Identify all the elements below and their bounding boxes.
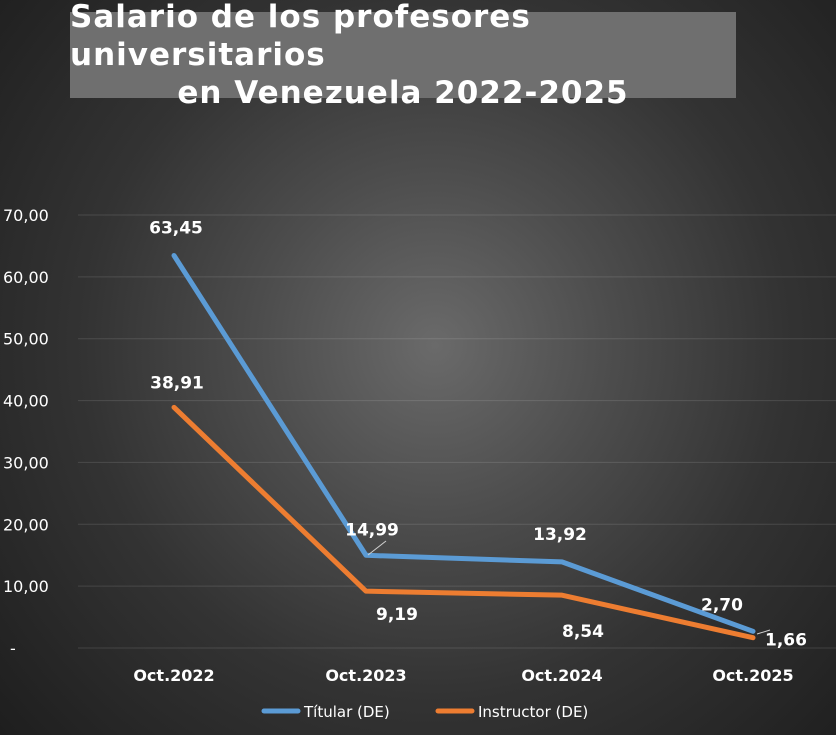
data-label: 8,54 bbox=[562, 622, 604, 642]
data-label: 9,19 bbox=[376, 605, 418, 625]
y-tick-label: - bbox=[10, 639, 16, 658]
chart-title: Salario de los profesores universitarios… bbox=[70, 0, 736, 111]
x-tick-label: Oct.2025 bbox=[712, 666, 793, 685]
legend-label: Instructor (DE) bbox=[478, 703, 588, 721]
y-tick-label: 20,00 bbox=[3, 515, 49, 534]
data-label: 38,91 bbox=[150, 373, 204, 393]
x-tick-label: Oct.2023 bbox=[325, 666, 406, 685]
x-tick-label: Oct.2024 bbox=[521, 666, 602, 685]
y-tick-label: 50,00 bbox=[3, 330, 49, 349]
chart-title-line-2: en Venezuela 2022-2025 bbox=[177, 75, 629, 111]
y-tick-label: 70,00 bbox=[3, 206, 49, 225]
data-label: 14,99 bbox=[345, 520, 399, 540]
data-label: 2,70 bbox=[701, 595, 743, 615]
y-tick-label: 10,00 bbox=[3, 577, 49, 596]
leader-line bbox=[756, 629, 771, 635]
instructor-series-line bbox=[171, 404, 756, 641]
y-tick-label: 60,00 bbox=[3, 268, 49, 287]
x-tick-label: Oct.2022 bbox=[133, 666, 214, 685]
data-label: 63,45 bbox=[149, 219, 203, 239]
y-tick-label: 40,00 bbox=[3, 392, 49, 411]
chart-title-line-1: Salario de los profesores universitarios bbox=[70, 0, 531, 73]
data-label: 13,92 bbox=[533, 525, 587, 545]
y-tick-label: 30,00 bbox=[3, 453, 49, 472]
leader-line bbox=[367, 540, 387, 556]
titular-series-line bbox=[171, 253, 756, 634]
data-label: 1,66 bbox=[765, 631, 807, 651]
legend-label: Títular (DE) bbox=[303, 703, 390, 721]
